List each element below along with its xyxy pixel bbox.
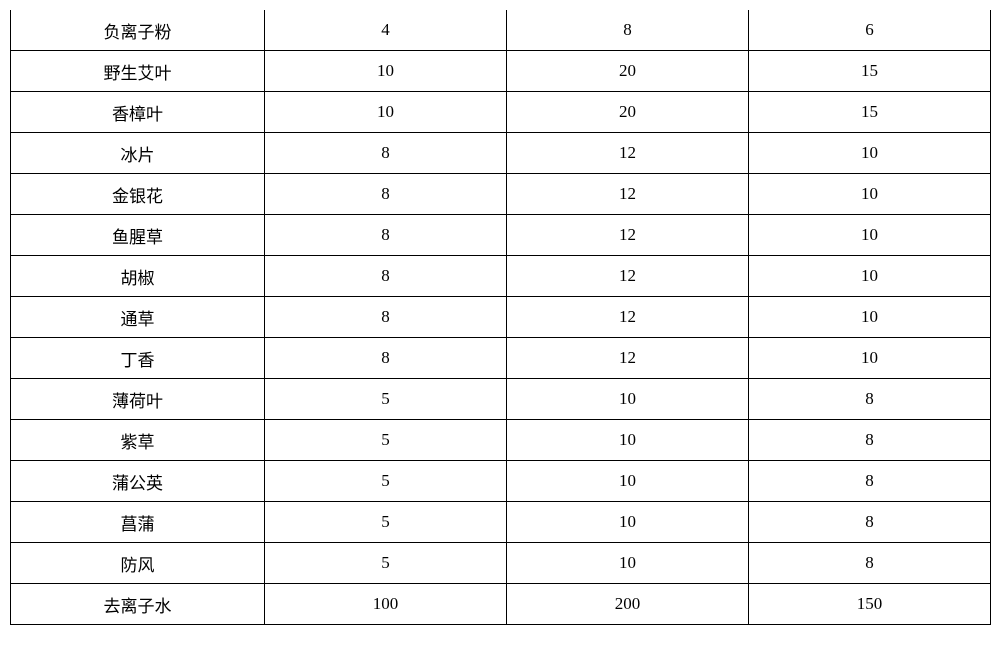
table-row: 冰片 8 12 10 bbox=[11, 133, 991, 174]
cell-val2: 12 bbox=[507, 297, 749, 338]
table-row: 野生艾叶 10 20 15 bbox=[11, 51, 991, 92]
cell-val2: 12 bbox=[507, 256, 749, 297]
cell-val1: 5 bbox=[265, 502, 507, 543]
cell-val3: 10 bbox=[749, 133, 991, 174]
cell-val2: 8 bbox=[507, 10, 749, 51]
cell-ingredient: 菖蒲 bbox=[11, 502, 265, 543]
cell-ingredient: 蒲公英 bbox=[11, 461, 265, 502]
cell-val1: 5 bbox=[265, 379, 507, 420]
cell-val1: 10 bbox=[265, 51, 507, 92]
cell-val1: 8 bbox=[265, 338, 507, 379]
cell-val3: 10 bbox=[749, 256, 991, 297]
cell-val2: 10 bbox=[507, 502, 749, 543]
cell-val2: 20 bbox=[507, 92, 749, 133]
cell-ingredient: 鱼腥草 bbox=[11, 215, 265, 256]
cell-val3: 8 bbox=[749, 379, 991, 420]
cell-val1: 8 bbox=[265, 297, 507, 338]
cell-ingredient: 野生艾叶 bbox=[11, 51, 265, 92]
table-row: 菖蒲 5 10 8 bbox=[11, 502, 991, 543]
cell-ingredient: 冰片 bbox=[11, 133, 265, 174]
cell-ingredient: 防风 bbox=[11, 543, 265, 584]
cell-ingredient: 负离子粉 bbox=[11, 10, 265, 51]
cell-val1: 4 bbox=[265, 10, 507, 51]
table-row: 通草 8 12 10 bbox=[11, 297, 991, 338]
table-row: 蒲公英 5 10 8 bbox=[11, 461, 991, 502]
cell-val2: 200 bbox=[507, 584, 749, 625]
cell-val3: 15 bbox=[749, 51, 991, 92]
cell-ingredient: 丁香 bbox=[11, 338, 265, 379]
cell-val1: 10 bbox=[265, 92, 507, 133]
table-row: 丁香 8 12 10 bbox=[11, 338, 991, 379]
table-row: 金银花 8 12 10 bbox=[11, 174, 991, 215]
table-row: 薄荷叶 5 10 8 bbox=[11, 379, 991, 420]
cell-val3: 10 bbox=[749, 297, 991, 338]
ingredients-table: 负离子粉 4 8 6 野生艾叶 10 20 15 香樟叶 10 20 15 冰片… bbox=[10, 10, 991, 625]
cell-ingredient: 香樟叶 bbox=[11, 92, 265, 133]
table-row: 紫草 5 10 8 bbox=[11, 420, 991, 461]
cell-val1: 100 bbox=[265, 584, 507, 625]
cell-val3: 10 bbox=[749, 338, 991, 379]
cell-val1: 8 bbox=[265, 174, 507, 215]
cell-val2: 10 bbox=[507, 420, 749, 461]
table-body: 负离子粉 4 8 6 野生艾叶 10 20 15 香樟叶 10 20 15 冰片… bbox=[11, 10, 991, 625]
cell-ingredient: 通草 bbox=[11, 297, 265, 338]
cell-val1: 8 bbox=[265, 133, 507, 174]
cell-val3: 6 bbox=[749, 10, 991, 51]
cell-val3: 8 bbox=[749, 461, 991, 502]
cell-val1: 5 bbox=[265, 543, 507, 584]
cell-val3: 8 bbox=[749, 543, 991, 584]
cell-val2: 12 bbox=[507, 133, 749, 174]
cell-val2: 12 bbox=[507, 215, 749, 256]
cell-val2: 12 bbox=[507, 338, 749, 379]
table-row: 去离子水 100 200 150 bbox=[11, 584, 991, 625]
cell-val2: 12 bbox=[507, 174, 749, 215]
cell-val3: 10 bbox=[749, 215, 991, 256]
table-row: 负离子粉 4 8 6 bbox=[11, 10, 991, 51]
cell-val2: 20 bbox=[507, 51, 749, 92]
cell-val3: 8 bbox=[749, 420, 991, 461]
cell-val3: 10 bbox=[749, 174, 991, 215]
table-row: 防风 5 10 8 bbox=[11, 543, 991, 584]
cell-val1: 5 bbox=[265, 461, 507, 502]
table-row: 香樟叶 10 20 15 bbox=[11, 92, 991, 133]
table-row: 鱼腥草 8 12 10 bbox=[11, 215, 991, 256]
cell-val1: 5 bbox=[265, 420, 507, 461]
cell-val3: 8 bbox=[749, 502, 991, 543]
cell-ingredient: 胡椒 bbox=[11, 256, 265, 297]
cell-ingredient: 薄荷叶 bbox=[11, 379, 265, 420]
cell-val2: 10 bbox=[507, 543, 749, 584]
cell-ingredient: 去离子水 bbox=[11, 584, 265, 625]
cell-ingredient: 金银花 bbox=[11, 174, 265, 215]
cell-val1: 8 bbox=[265, 215, 507, 256]
table-row: 胡椒 8 12 10 bbox=[11, 256, 991, 297]
cell-val3: 15 bbox=[749, 92, 991, 133]
cell-val2: 10 bbox=[507, 379, 749, 420]
cell-val2: 10 bbox=[507, 461, 749, 502]
cell-ingredient: 紫草 bbox=[11, 420, 265, 461]
cell-val3: 150 bbox=[749, 584, 991, 625]
cell-val1: 8 bbox=[265, 256, 507, 297]
